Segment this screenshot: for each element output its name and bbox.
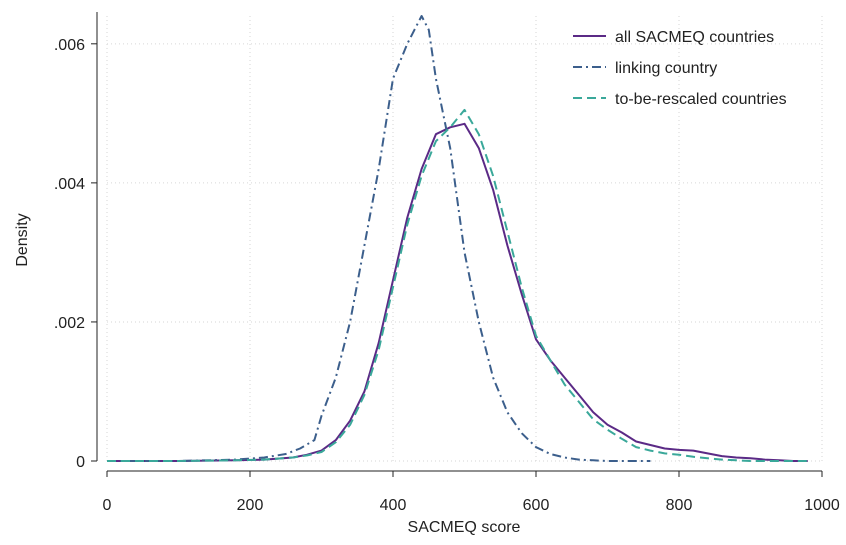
y-axis-title: Density: [14, 213, 31, 266]
x-tick-label: 1000: [804, 497, 840, 514]
x-tick-label: 600: [523, 497, 550, 514]
legend-label-3: to-be-rescaled countries: [615, 91, 787, 108]
y-tick-label: .002: [54, 315, 85, 332]
series-line-1: [107, 122, 808, 462]
series-line-2: [107, 15, 651, 462]
x-axis-title: SACMEQ score: [408, 519, 521, 536]
y-tick-label: 0: [76, 454, 85, 471]
y-tick-label: .006: [54, 37, 85, 54]
series-lines: [107, 15, 808, 462]
x-tick-label: 800: [666, 497, 693, 514]
x-tick-label: 400: [380, 497, 407, 514]
series-line-3: [107, 108, 808, 462]
legend-label-2: linking country: [615, 60, 717, 77]
x-tick-label: 200: [237, 497, 264, 514]
y-tick-label: .004: [54, 176, 85, 193]
legend-label-1: all SACMEQ countries: [615, 29, 774, 46]
x-tick-label: 0: [103, 497, 112, 514]
legend: all SACMEQ countries linking country to-be…: [573, 29, 787, 108]
axes: 0 200 400 600 800 1000 0 .002 .004 .006: [54, 12, 840, 514]
